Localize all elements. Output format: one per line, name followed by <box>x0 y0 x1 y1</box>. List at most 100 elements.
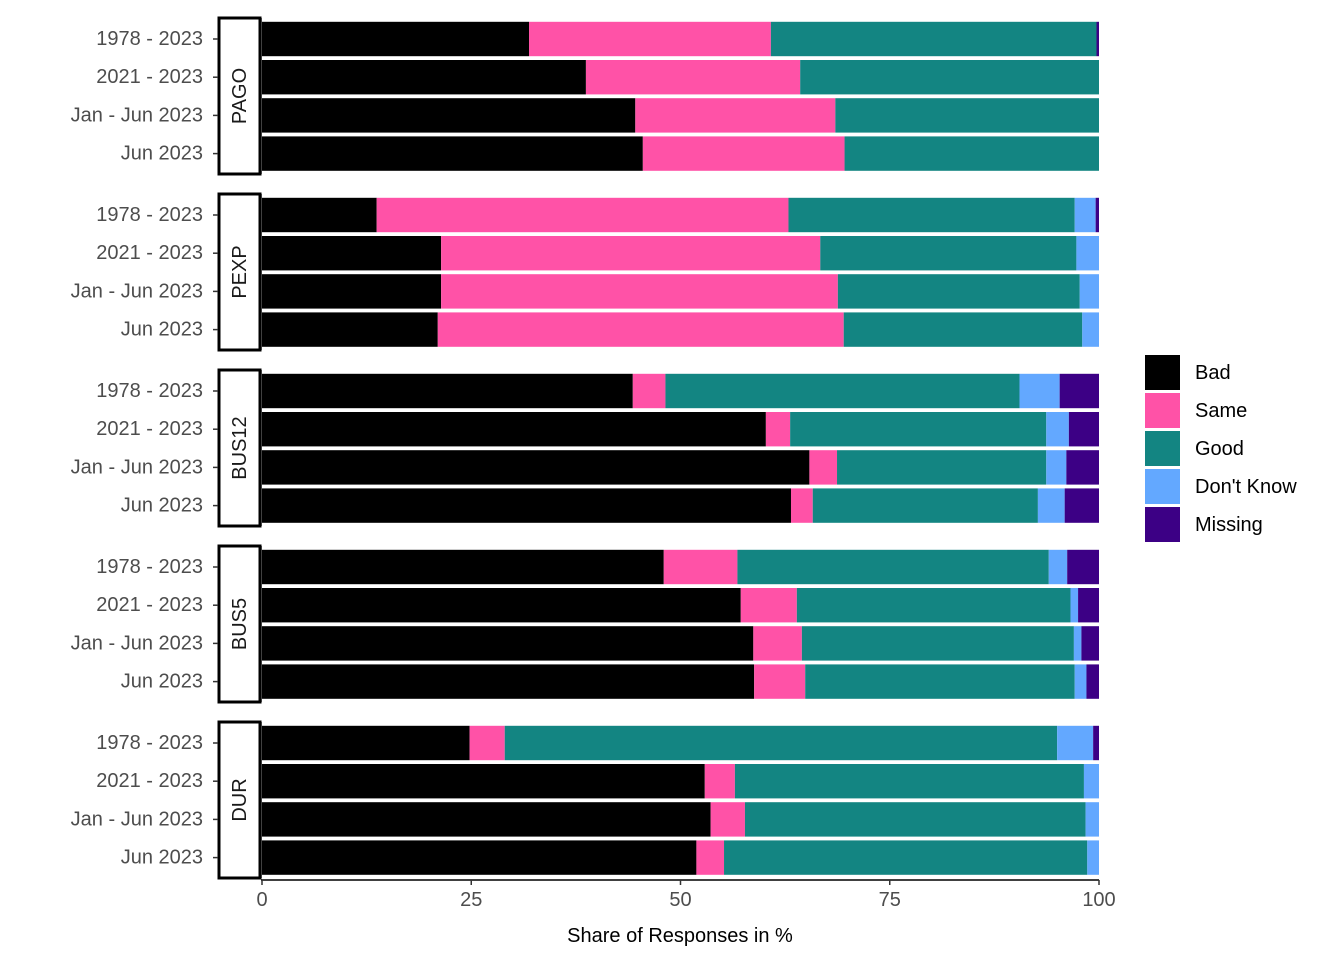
bar-segment-good <box>800 60 1099 95</box>
bar-segment-same <box>632 373 666 409</box>
panel-pexp: PEXP 1978 - 2023 2021 - 2023 Jan - Jun 2023… <box>71 192 1099 352</box>
bar-segment-good <box>665 373 1020 409</box>
x-axis-title: Share of Responses in % <box>567 925 793 947</box>
bar-segment-don-t-know <box>1074 664 1087 699</box>
bar-segment-don-t-know <box>1074 197 1096 233</box>
bar-segment-same <box>376 197 789 233</box>
legend-swatch <box>1145 469 1180 504</box>
bar-segment-good <box>820 236 1077 271</box>
bar-segment-good <box>790 412 1047 447</box>
bar-segment-don-t-know <box>1070 588 1079 623</box>
bar-segment-same <box>765 412 791 447</box>
y-tick-label: 1978 - 2023 <box>96 380 203 402</box>
legend-swatch <box>1145 431 1180 466</box>
x-tick-label: 50 <box>669 889 691 911</box>
bar-segment-don-t-know <box>1037 488 1065 523</box>
bar-segment-good <box>812 488 1038 523</box>
bar-segment-don-t-know <box>1048 549 1068 585</box>
y-tick-label: Jun 2023 <box>121 847 203 869</box>
bar-segment-same <box>437 312 844 347</box>
bar-segment-good <box>796 588 1071 623</box>
bar-segment-bad <box>262 60 586 95</box>
bar-segment-bad <box>262 136 643 171</box>
panel-pago: PAGO 1978 - 2023 2021 - 2023 Jan - Jun 2023… <box>71 16 1099 176</box>
bar-segment-bad <box>262 764 705 799</box>
bar-segment-good <box>744 802 1086 837</box>
x-tick-label: 75 <box>879 889 901 911</box>
bar-segment-bad <box>262 197 377 233</box>
bar-segment-missing <box>1067 549 1099 585</box>
bar-segment-bad <box>262 588 741 623</box>
legend-item-missing: Missing <box>1145 507 1263 542</box>
legend-item-good: Good <box>1145 431 1244 466</box>
bar-segment-bad <box>262 373 633 409</box>
panel-bus5: BUS5 1978 - 2023 2021 - 2023 Jan - Jun 2023… <box>71 544 1099 704</box>
panel-bus12: BUS12 1978 - 2023 2021 - 2023 Jan - Jun 202… <box>71 368 1099 528</box>
bar-segment-bad <box>262 450 810 485</box>
bar-segment-good <box>844 136 1099 171</box>
bar-segment-same <box>585 60 801 95</box>
facet-label: DUR <box>229 778 251 821</box>
bar-segment-bad <box>262 725 470 761</box>
bar-segment-don-t-know <box>1082 312 1099 347</box>
bar-segment-good <box>734 764 1084 799</box>
bar-segment-missing <box>1086 664 1099 699</box>
x-tick-label: 100 <box>1082 889 1115 911</box>
bar-segment-good <box>770 21 1097 57</box>
bar-segment-bad <box>262 664 755 699</box>
y-tick-label: 2021 - 2023 <box>96 418 203 440</box>
bar-segment-missing <box>1068 412 1099 447</box>
bar-segment-don-t-know <box>1083 764 1099 799</box>
bar-segment-don-t-know <box>1019 373 1060 409</box>
bar-segment-same <box>441 236 821 271</box>
x-tick-label: 25 <box>460 889 482 911</box>
bar-segment-bad <box>262 21 530 57</box>
legend-label: Good <box>1195 438 1244 460</box>
facet-strip <box>217 544 262 704</box>
facet-label: PEXP <box>229 245 251 298</box>
facet-strip <box>217 368 262 528</box>
bar-segment-same <box>635 98 836 133</box>
bar-segment-bad <box>262 488 791 523</box>
bar-segment-same <box>696 840 725 875</box>
bar-segment-same <box>754 664 806 699</box>
y-tick-label: Jun 2023 <box>121 671 203 693</box>
bar-segment-same <box>441 274 838 309</box>
y-tick-label: 2021 - 2023 <box>96 242 203 264</box>
legend-item-same: Same <box>1145 393 1247 428</box>
bar-segment-good <box>837 450 1047 485</box>
legend-swatch <box>1145 355 1180 390</box>
bar-segment-same <box>704 764 735 799</box>
bar-segment-bad <box>262 236 442 271</box>
legend-label: Don't Know <box>1195 476 1297 498</box>
bar-segment-same <box>790 488 813 523</box>
bar-segment-same <box>753 626 802 661</box>
bar-segment-good <box>835 98 1099 133</box>
bar-segment-bad <box>262 98 636 133</box>
bar-segment-don-t-know <box>1073 626 1082 661</box>
y-tick-label: 2021 - 2023 <box>96 594 203 616</box>
bar-segment-good <box>837 274 1080 309</box>
bar-segment-bad <box>262 412 766 447</box>
y-tick-label: 1978 - 2023 <box>96 204 203 226</box>
y-tick-label: Jun 2023 <box>121 143 203 165</box>
bar-segment-good <box>843 312 1083 347</box>
bar-segment-don-t-know <box>1057 725 1094 761</box>
bar-segment-bad <box>262 840 697 875</box>
bar-segment-missing <box>1064 488 1099 523</box>
bar-segment-good <box>504 725 1058 761</box>
bar-segment-same <box>529 21 771 57</box>
panel-dur: DUR 1978 - 2023 2021 - 2023 Jan - Jun 2023 J… <box>71 720 1099 880</box>
bar-segment-good <box>788 197 1075 233</box>
y-tick-label: 2021 - 2023 <box>96 770 203 792</box>
bar-segment-missing <box>1095 197 1099 233</box>
bar-segment-same <box>809 450 838 485</box>
bar-segment-don-t-know <box>1085 802 1099 837</box>
y-tick-label: 1978 - 2023 <box>96 732 203 754</box>
legend-swatch <box>1145 507 1180 542</box>
bar-segment-same <box>710 802 745 837</box>
bar-segment-bad <box>262 549 664 585</box>
facet-strip <box>217 192 262 352</box>
